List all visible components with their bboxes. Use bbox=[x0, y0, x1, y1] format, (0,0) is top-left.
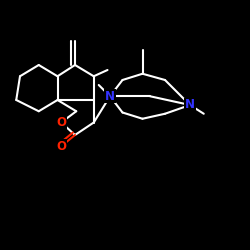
Text: O: O bbox=[56, 116, 66, 129]
Text: O: O bbox=[56, 140, 66, 153]
Text: N: N bbox=[185, 98, 195, 112]
Text: N: N bbox=[105, 90, 115, 103]
